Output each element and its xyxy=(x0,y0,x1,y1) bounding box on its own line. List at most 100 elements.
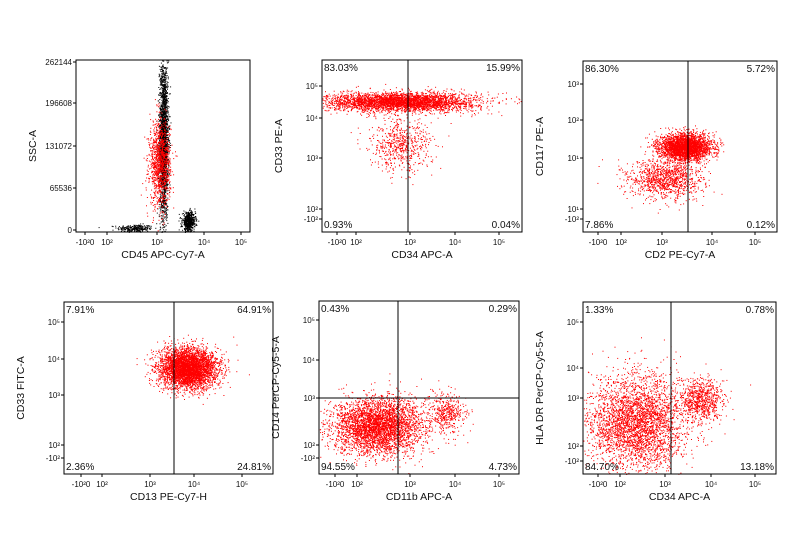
event-dot xyxy=(163,109,165,111)
event-dot xyxy=(157,193,159,195)
event-dot xyxy=(162,156,164,158)
event-dot xyxy=(370,105,372,107)
event-dot xyxy=(152,144,154,146)
event-dot xyxy=(162,119,164,121)
event-dot xyxy=(134,229,136,231)
event-dot xyxy=(186,223,188,225)
event-dot xyxy=(166,180,168,182)
event-dot xyxy=(163,97,165,99)
event-dot xyxy=(166,170,168,172)
event-dot xyxy=(167,153,169,155)
event-dot xyxy=(157,162,159,164)
event-dot xyxy=(429,89,431,91)
event-dot xyxy=(155,165,157,167)
event-dot xyxy=(159,114,161,116)
event-dot xyxy=(189,229,191,230)
event-dot xyxy=(165,160,167,162)
event-dot xyxy=(163,143,164,145)
event-dot xyxy=(120,227,121,229)
event-dot xyxy=(164,207,166,209)
event-dot xyxy=(442,91,444,93)
event-dot xyxy=(160,109,162,110)
event-dot xyxy=(167,184,169,186)
event-dot xyxy=(165,204,167,206)
event-dot xyxy=(167,127,169,129)
event-dot xyxy=(136,225,138,227)
event-dot xyxy=(165,123,167,125)
event-dot xyxy=(163,71,165,73)
event-dot xyxy=(154,148,156,150)
event-dot xyxy=(158,121,160,122)
event-dot xyxy=(154,192,156,194)
event-dot xyxy=(161,172,163,174)
event-dot xyxy=(165,100,167,102)
event-dot xyxy=(164,189,166,191)
event-dot xyxy=(168,148,170,150)
event-dot xyxy=(153,165,155,167)
x-tick-label: -10²0 xyxy=(76,238,95,247)
event-dot xyxy=(163,174,165,176)
event-dot xyxy=(165,215,167,217)
event-dot xyxy=(167,179,169,180)
event-dot xyxy=(164,191,166,193)
event-dot xyxy=(165,147,167,149)
event-dot xyxy=(161,114,163,115)
event-dot xyxy=(165,127,166,129)
event-dot xyxy=(168,154,170,156)
event-dot xyxy=(369,114,370,116)
event-dot xyxy=(160,165,162,167)
event-dot xyxy=(326,99,328,101)
event-dot xyxy=(435,96,436,98)
event-dot xyxy=(161,111,163,112)
event-dot xyxy=(149,145,150,147)
event-dot xyxy=(144,226,146,228)
event-dot xyxy=(163,178,165,180)
event-dot xyxy=(153,142,155,144)
event-dot xyxy=(195,216,197,218)
event-dot xyxy=(182,213,184,214)
event-dot xyxy=(166,214,168,216)
event-dot xyxy=(156,142,157,144)
event-dot xyxy=(121,228,123,230)
event-dot xyxy=(159,99,161,100)
event-dot xyxy=(166,73,168,74)
event-dot xyxy=(169,196,171,198)
event-dot xyxy=(163,111,165,113)
event-dot xyxy=(152,181,154,182)
event-dot xyxy=(160,97,162,99)
event-dot xyxy=(166,137,168,138)
event-dot xyxy=(168,138,170,140)
event-dot xyxy=(416,93,418,95)
event-dot xyxy=(160,198,162,199)
event-dot xyxy=(192,219,194,221)
event-dot xyxy=(157,176,159,178)
event-dot xyxy=(162,162,164,164)
event-dot xyxy=(325,103,327,105)
event-dot xyxy=(168,144,170,145)
event-dot xyxy=(165,112,166,114)
event-dot xyxy=(151,142,153,144)
event-dot xyxy=(164,131,166,133)
event-dot xyxy=(156,105,158,107)
event-dot xyxy=(165,155,167,157)
event-dot xyxy=(165,87,167,89)
event-dot xyxy=(150,139,152,141)
event-dot xyxy=(448,107,450,109)
event-dot xyxy=(128,225,130,227)
event-dot xyxy=(162,104,164,106)
event-dot xyxy=(159,108,161,109)
event-dot xyxy=(160,160,162,162)
event-dot xyxy=(162,124,164,126)
event-dot xyxy=(156,197,158,199)
event-dot xyxy=(122,225,124,227)
event-dot xyxy=(151,163,153,165)
event-dot xyxy=(442,110,444,112)
event-dot xyxy=(157,129,159,131)
event-dot xyxy=(162,78,164,80)
event-dot xyxy=(156,140,158,142)
event-dot xyxy=(123,230,125,232)
event-dot xyxy=(163,163,165,165)
event-dot xyxy=(163,193,165,195)
event-dot xyxy=(154,208,156,210)
event-dot xyxy=(160,133,162,135)
